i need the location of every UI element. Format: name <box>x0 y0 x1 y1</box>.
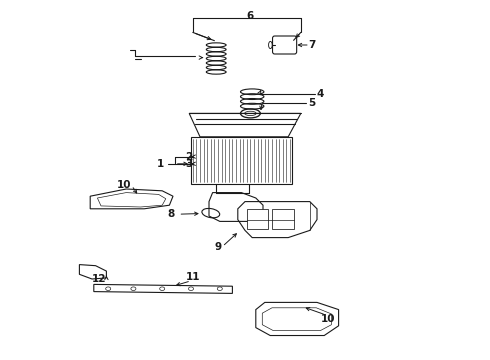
Text: 4: 4 <box>317 89 324 99</box>
Text: 7: 7 <box>308 40 315 50</box>
Bar <box>191 137 292 184</box>
Text: 2: 2 <box>186 152 193 162</box>
Text: 12: 12 <box>92 274 106 284</box>
Text: 6: 6 <box>247 11 254 21</box>
Text: 5: 5 <box>308 98 315 108</box>
Text: 10: 10 <box>320 314 335 324</box>
Text: 11: 11 <box>186 272 200 282</box>
Text: 10: 10 <box>117 180 132 190</box>
Text: 1: 1 <box>157 159 164 169</box>
Text: 3: 3 <box>186 159 193 169</box>
Bar <box>247 209 269 229</box>
Text: 8: 8 <box>168 209 175 219</box>
FancyBboxPatch shape <box>272 36 296 54</box>
Bar <box>272 209 294 229</box>
Text: 9: 9 <box>215 242 221 252</box>
